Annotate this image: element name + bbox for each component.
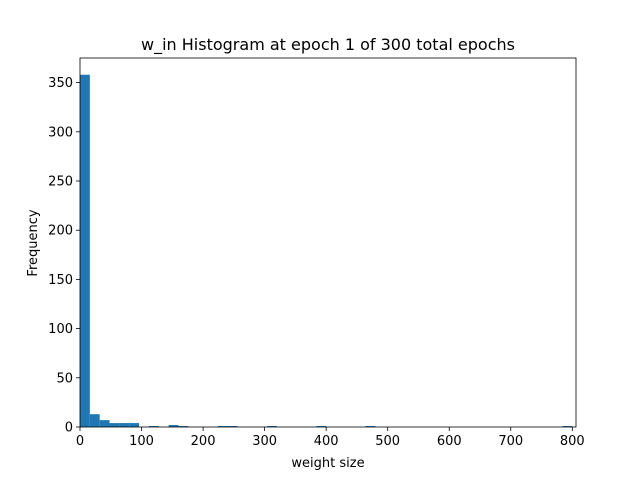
y-tick-label: 150 xyxy=(48,273,73,288)
histogram-bar-10 xyxy=(227,426,238,427)
histogram-bars xyxy=(80,74,573,427)
histogram-bar-14 xyxy=(562,426,573,427)
y-tick-label: 50 xyxy=(56,371,73,386)
histogram-bar-0 xyxy=(80,74,90,427)
histogram-bar-1 xyxy=(89,414,100,427)
histogram-bar-7 xyxy=(168,425,179,427)
histogram-bar-4 xyxy=(119,423,130,427)
histogram-bar-8 xyxy=(178,426,189,427)
x-tick-label: 200 xyxy=(191,434,216,449)
x-tick-label: 500 xyxy=(375,434,400,449)
y-tick-label: 350 xyxy=(48,76,73,91)
x-axis-label: weight size xyxy=(291,456,364,471)
histogram-bar-2 xyxy=(99,420,110,427)
y-tick-label: 200 xyxy=(48,224,73,239)
histogram-bar-9 xyxy=(217,426,228,427)
chart-title: w_in Histogram at epoch 1 of 300 total e… xyxy=(141,35,515,55)
y-axis-label: Frequency xyxy=(26,209,41,276)
histogram-bar-5 xyxy=(129,423,140,427)
histogram-bar-6 xyxy=(148,426,159,427)
histogram-bar-12 xyxy=(316,426,327,427)
histogram-bar-13 xyxy=(365,426,376,427)
y-tick-label: 300 xyxy=(48,125,73,140)
histogram-bar-11 xyxy=(267,426,277,427)
y-tick-label: 0 xyxy=(65,421,73,436)
x-tick-label: 0 xyxy=(76,434,84,449)
x-tick-label: 300 xyxy=(252,434,277,449)
x-tick-label: 400 xyxy=(314,434,339,449)
x-axis-ticks: 0 100 200 300 400 500 600 700 800 xyxy=(76,427,585,449)
axes-frame xyxy=(79,57,577,428)
y-tick-label: 250 xyxy=(48,175,73,190)
histogram-bar-3 xyxy=(109,423,120,427)
y-tick-label: 100 xyxy=(48,322,73,337)
x-tick-label: 700 xyxy=(498,434,523,449)
y-axis-ticks: 0 50 100 150 200 250 300 350 xyxy=(48,76,80,436)
x-tick-label: 600 xyxy=(437,434,462,449)
x-tick-label: 800 xyxy=(560,434,585,449)
x-tick-label: 100 xyxy=(129,434,154,449)
